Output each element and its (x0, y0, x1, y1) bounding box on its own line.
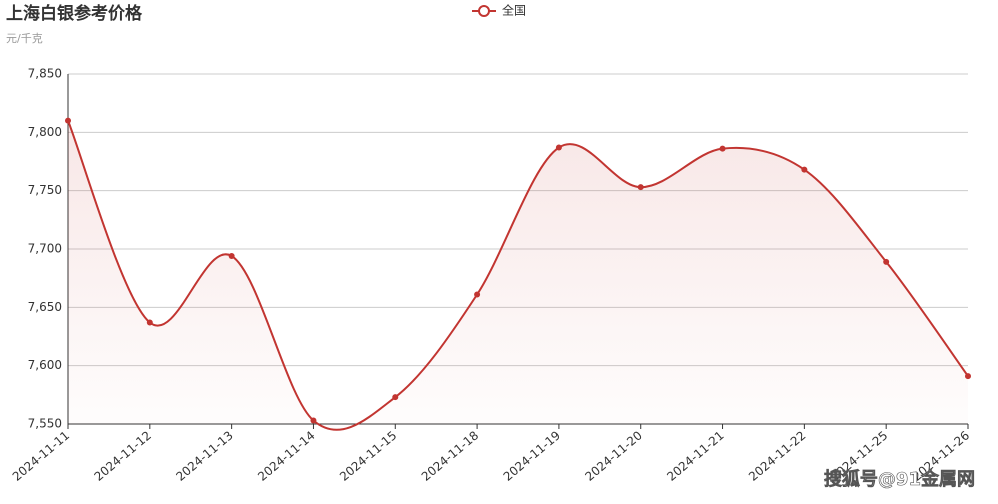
point (65, 117, 71, 124)
y-tick-label: 7,750 (28, 183, 62, 197)
watermark: 搜狐号@91金属网 (824, 468, 975, 490)
y-tick-label: 7,600 (28, 358, 62, 372)
point (555, 144, 562, 151)
x-tick-label: 2024-11-21 (664, 428, 726, 484)
chart-title: 上海白银参考价格 (6, 3, 143, 24)
point (146, 319, 153, 326)
x-tick-label: 2024-11-18 (419, 428, 481, 484)
point (637, 184, 644, 191)
point (801, 166, 808, 173)
point (392, 394, 399, 401)
point (719, 145, 726, 152)
x-tick-label: 2024-11-15 (337, 428, 399, 484)
area (68, 120, 968, 430)
point (474, 291, 481, 298)
point (883, 258, 890, 265)
chart-subtitle: 元/千克 (6, 32, 43, 45)
legend-symbol (478, 5, 490, 17)
x-tick-label: 2024-11-19 (501, 428, 563, 484)
y-tick-label: 7,850 (28, 67, 62, 81)
x-tick-label: 2024-11-20 (582, 428, 644, 484)
x-tick-label: 2024-11-13 (173, 428, 235, 484)
line (67, 120, 969, 431)
point (310, 417, 317, 424)
y-tick-label: 7,550 (28, 417, 62, 431)
y-tick-label: 7,700 (28, 242, 62, 256)
y-tick-label: 7,800 (28, 125, 62, 139)
x-tick-label: 2024-11-11 (10, 428, 72, 484)
legend[interactable]: 全国 (472, 3, 526, 18)
x-tick-label: 2024-11-14 (255, 428, 317, 484)
x-tick-label: 2024-11-22 (746, 428, 808, 484)
y-tick-label: 7,650 (28, 300, 62, 314)
legend-label: 全国 (502, 3, 526, 18)
point (965, 373, 971, 380)
x-tick-label: 2024-11-12 (92, 428, 154, 484)
point (228, 253, 235, 259)
